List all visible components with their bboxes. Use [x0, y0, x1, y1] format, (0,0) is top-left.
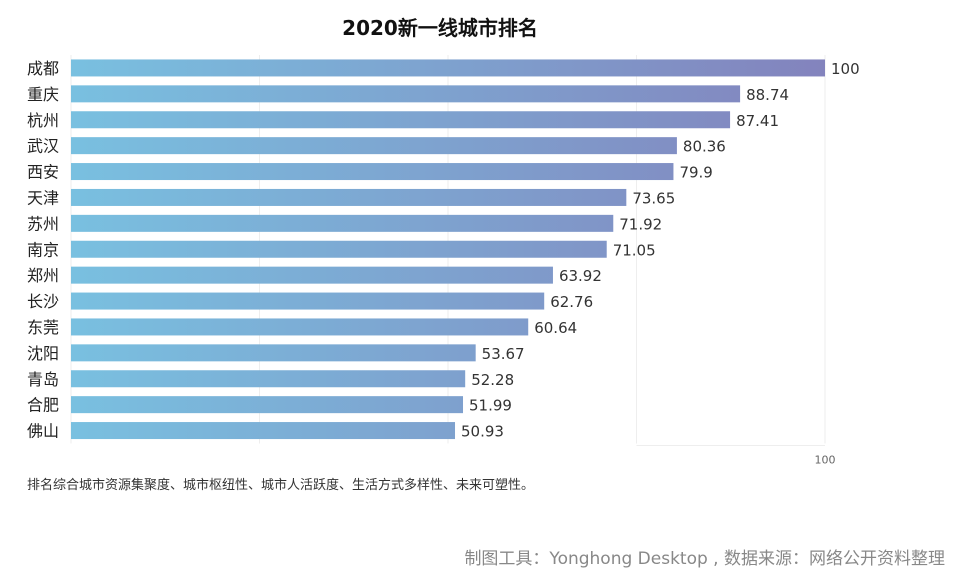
category-label: 沈阳: [27, 344, 59, 363]
value-label: 62.76: [550, 293, 593, 311]
bar: [71, 370, 466, 388]
value-label: 100: [831, 60, 860, 78]
category-label: 苏州: [27, 214, 59, 233]
bar: [71, 214, 614, 232]
category-label: 杭州: [27, 111, 59, 130]
bar: [71, 59, 825, 77]
bar: [71, 422, 456, 440]
bar: [71, 85, 741, 103]
bar: [71, 396, 464, 414]
value-label: 63.92: [559, 267, 602, 285]
value-label: 79.9: [679, 164, 712, 182]
category-label: 东莞: [27, 318, 59, 337]
category-label: 合肥: [27, 396, 59, 415]
value-label: 51.99: [469, 397, 512, 415]
bar: [71, 188, 627, 206]
x-tick-label: 100: [815, 454, 836, 467]
value-label: 71.92: [619, 215, 662, 233]
value-label: 53.67: [482, 345, 525, 363]
chart-source: 制图工具：Yonghong Desktop , 数据来源：网络公开资料整理: [464, 549, 945, 569]
bar: [71, 292, 545, 310]
value-label: 87.41: [736, 112, 779, 130]
category-label: 武汉: [27, 137, 59, 156]
category-label: 佛山: [27, 422, 59, 441]
bar: [71, 111, 731, 129]
value-label: 88.74: [746, 86, 789, 104]
bar: [71, 163, 674, 181]
value-label: 73.65: [632, 189, 675, 207]
chart-note: 排名综合城市资源集聚度、城市枢纽性、城市人活跃度、生活方式多样性、未来可塑性。: [27, 478, 535, 493]
category-label: 长沙: [27, 292, 59, 311]
bar: [71, 240, 607, 258]
category-label: 南京: [27, 240, 59, 259]
category-label: 重庆: [27, 85, 59, 104]
bar: [71, 266, 553, 284]
value-label: 80.36: [683, 138, 726, 156]
category-label: 成都: [27, 59, 59, 78]
category-label: 青岛: [27, 370, 59, 389]
value-label: 71.05: [613, 241, 656, 259]
category-label: 西安: [27, 163, 59, 182]
value-label: 60.64: [534, 319, 577, 337]
chart-title: 2020新一线城市排名: [342, 16, 538, 40]
bar: [71, 137, 677, 155]
category-label: 天津: [27, 188, 59, 207]
bar: [71, 344, 476, 362]
value-label: 50.93: [461, 423, 504, 441]
category-label: 郑州: [27, 266, 59, 285]
value-label: 52.28: [471, 371, 514, 389]
bar: [71, 318, 529, 336]
